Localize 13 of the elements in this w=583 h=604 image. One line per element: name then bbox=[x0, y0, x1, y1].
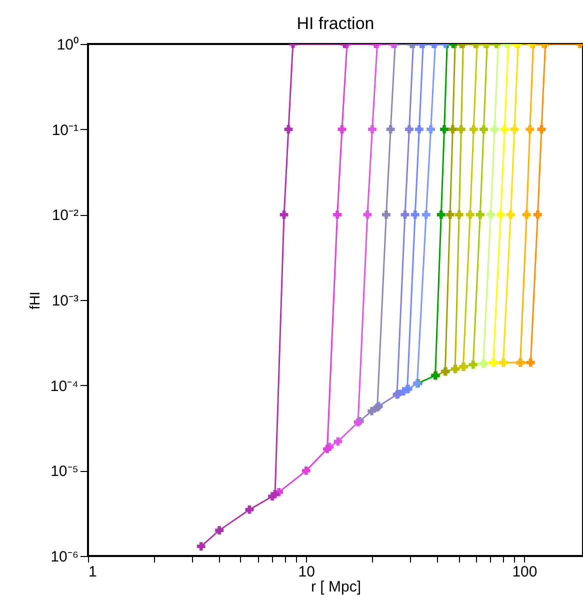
x-tick-label: 1 bbox=[88, 564, 97, 580]
y-tick-label: 10⁻³ bbox=[52, 292, 78, 310]
chart-title: HI fraction bbox=[296, 14, 374, 33]
y-tick-label: 10⁰ bbox=[56, 36, 78, 54]
y-tick-label: 10⁻² bbox=[52, 207, 78, 224]
y-axis-title: fHI bbox=[26, 292, 42, 310]
y-tick-label: 10⁻¹ bbox=[52, 122, 78, 139]
y-tick-label: 10⁻⁵ bbox=[50, 463, 78, 480]
x-tick-label: 100 bbox=[512, 564, 538, 580]
y-tick-label: 10⁻⁴ bbox=[50, 378, 78, 395]
x-tick-label: 10 bbox=[298, 564, 315, 580]
y-tick-label: 10⁻⁶ bbox=[50, 548, 78, 566]
x-axis-title: r [ Mpc] bbox=[310, 578, 362, 596]
